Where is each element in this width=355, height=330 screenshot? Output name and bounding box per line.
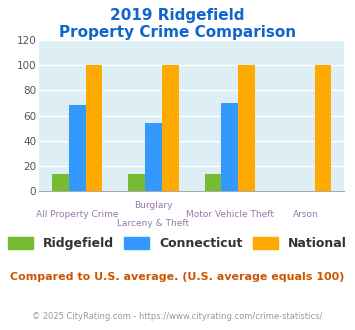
Text: Arson: Arson — [293, 210, 319, 218]
Bar — [69, 105, 86, 191]
Bar — [222, 103, 238, 191]
Text: Compared to U.S. average. (U.S. average equals 100): Compared to U.S. average. (U.S. average … — [10, 272, 345, 282]
Text: Burglary: Burglary — [134, 201, 173, 210]
Bar — [238, 65, 255, 191]
Bar — [52, 174, 69, 191]
Text: © 2025 CityRating.com - https://www.cityrating.com/crime-statistics/: © 2025 CityRating.com - https://www.city… — [32, 312, 323, 321]
Bar — [145, 123, 162, 191]
Bar — [162, 65, 179, 191]
Bar — [315, 65, 331, 191]
Bar — [86, 65, 102, 191]
Bar — [205, 174, 222, 191]
Text: All Property Crime: All Property Crime — [36, 210, 119, 218]
Text: Larceny & Theft: Larceny & Theft — [118, 219, 190, 228]
Legend: Ridgefield, Connecticut, National: Ridgefield, Connecticut, National — [8, 237, 347, 250]
Text: 2019 Ridgefield: 2019 Ridgefield — [110, 8, 245, 23]
Bar — [129, 174, 145, 191]
Text: Motor Vehicle Theft: Motor Vehicle Theft — [186, 210, 274, 218]
Text: Property Crime Comparison: Property Crime Comparison — [59, 25, 296, 40]
